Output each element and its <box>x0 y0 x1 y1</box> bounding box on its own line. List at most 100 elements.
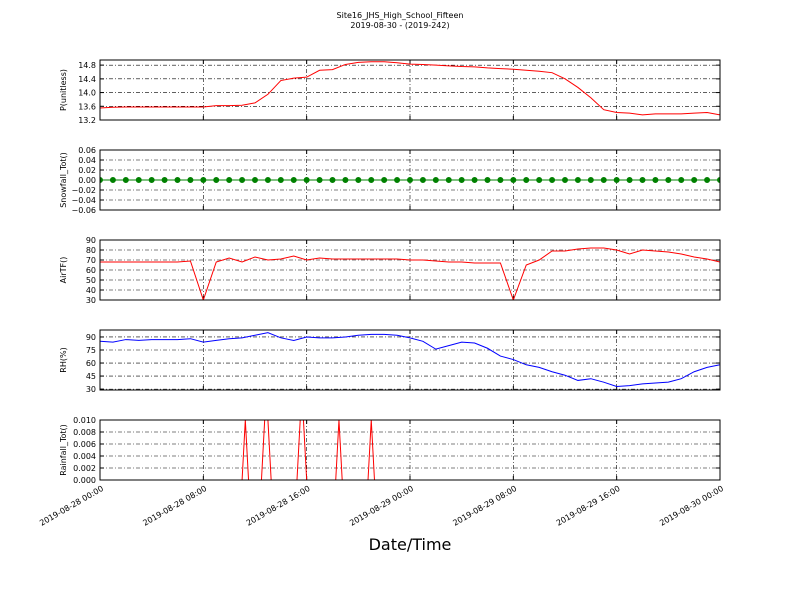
y-tick-label: 40 <box>86 286 96 295</box>
data-point <box>626 177 633 183</box>
data-point <box>471 177 478 183</box>
y-axis-title: RH(%) <box>59 347 68 372</box>
data-point <box>100 177 103 183</box>
y-tick-label: 0.008 <box>73 428 96 437</box>
data-point <box>381 177 388 183</box>
y-tick-label: 14.0 <box>78 89 96 98</box>
data-line <box>100 61 720 116</box>
y-tick-label: −0.06 <box>71 206 96 215</box>
y-tick-label: 45 <box>86 372 96 381</box>
data-line <box>100 332 720 388</box>
data-point <box>226 177 233 183</box>
data-point <box>264 177 271 183</box>
data-point <box>549 177 556 183</box>
y-axis-title: Rainfall_Tot() <box>59 424 68 476</box>
axes-frame <box>99 149 721 211</box>
y-tick-label: 30 <box>86 296 96 305</box>
axes-frame <box>99 329 721 391</box>
y-tick-label: 13.6 <box>78 102 96 111</box>
data-point <box>407 177 413 183</box>
y-tick-label: 14.8 <box>78 61 96 70</box>
y-tick-label: 14.4 <box>78 75 96 84</box>
data-point <box>704 177 711 183</box>
y-axis-title: AirTF() <box>59 257 68 284</box>
data-point <box>665 177 672 183</box>
y-tick-label: −0.04 <box>71 196 96 205</box>
data-point <box>368 177 375 183</box>
data-point <box>497 177 504 183</box>
data-point <box>148 177 155 183</box>
data-point <box>678 177 685 183</box>
axes-frame <box>99 239 721 301</box>
plot-area <box>100 61 720 116</box>
data-point <box>342 177 349 183</box>
y-axis-title: Snowfall_Tot() <box>59 152 68 208</box>
axes-frame <box>99 59 721 121</box>
plot-area <box>100 247 720 300</box>
plot-area <box>100 332 720 388</box>
data-point <box>316 177 323 183</box>
data-point <box>432 177 439 183</box>
data-point <box>213 177 220 183</box>
y-tick-label: 0.006 <box>73 440 96 449</box>
data-point <box>122 177 129 183</box>
y-tick-label: 0.000 <box>73 476 96 485</box>
data-point <box>523 177 530 183</box>
y-tick-label: 30 <box>86 385 96 394</box>
y-tick-label: 0.004 <box>73 452 96 461</box>
data-point <box>536 177 543 183</box>
data-point <box>161 177 168 183</box>
y-tick-label: 0.00 <box>78 176 96 185</box>
data-point <box>574 177 581 183</box>
data-point <box>562 177 568 183</box>
axes-frame <box>99 419 721 481</box>
y-tick-label: 0.06 <box>78 146 96 155</box>
data-point <box>445 177 452 183</box>
y-tick-label: −0.02 <box>71 186 96 195</box>
x-axis-title: Date/Time <box>369 535 452 554</box>
y-tick-label: 13.2 <box>78 116 96 125</box>
y-tick-label: 0.002 <box>73 464 96 473</box>
y-tick-label: 60 <box>86 359 96 368</box>
y-tick-label: 90 <box>86 333 96 342</box>
data-point <box>252 177 258 183</box>
data-point <box>510 177 517 183</box>
data-point <box>458 177 465 183</box>
y-axis-title: P(unitless) <box>59 69 68 111</box>
y-tick-label: 75 <box>86 346 96 355</box>
y-tick-label: 0.02 <box>78 166 96 175</box>
y-tick-label: 0.04 <box>78 156 96 165</box>
data-point <box>200 177 207 183</box>
data-point <box>587 177 594 183</box>
data-point <box>277 177 284 183</box>
data-point <box>484 177 491 183</box>
chart-title: Site16_JHS_High_School_Fifteen <box>337 11 464 20</box>
data-line <box>100 247 720 300</box>
data-point <box>290 177 297 183</box>
data-point <box>174 177 181 183</box>
y-tick-label: 60 <box>86 266 96 275</box>
data-point <box>419 177 426 183</box>
data-point <box>613 177 620 183</box>
data-point <box>135 177 142 183</box>
data-point <box>691 177 698 183</box>
data-point <box>303 177 310 183</box>
data-point <box>187 177 194 183</box>
data-point <box>639 177 646 183</box>
data-point <box>109 177 116 183</box>
chart-subtitle: 2019-08-30 - (2019-242) <box>350 21 449 30</box>
plot-area <box>100 177 720 183</box>
data-point <box>717 177 720 183</box>
data-point <box>394 177 401 183</box>
y-tick-label: 50 <box>86 276 96 285</box>
y-tick-label: 80 <box>86 246 96 255</box>
y-tick-label: 70 <box>86 256 96 265</box>
y-tick-label: 90 <box>86 236 96 245</box>
data-point <box>239 177 246 183</box>
data-point <box>355 177 362 183</box>
data-point <box>652 177 659 183</box>
y-tick-label: 0.010 <box>73 416 96 425</box>
data-point <box>329 177 336 183</box>
data-point <box>600 177 607 183</box>
